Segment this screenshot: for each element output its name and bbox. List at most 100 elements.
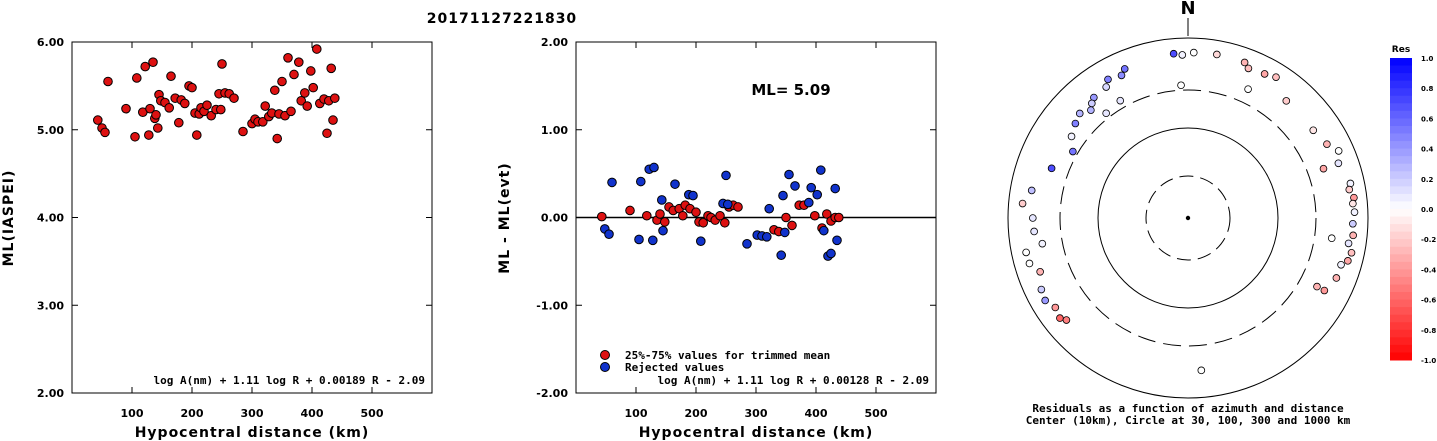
colorbar-tick-label: 0.0 [1421, 206, 1434, 214]
colorbar-cell [1390, 209, 1412, 218]
residual-point-rejected [721, 170, 731, 181]
residual-point-rejected [790, 181, 800, 191]
station-residual-marker [1344, 257, 1352, 265]
range-circle-300 [1059, 89, 1317, 347]
colorbar-tick-label: 0.2 [1421, 176, 1434, 184]
station-residual-marker [1347, 248, 1356, 257]
range-circle-30 [1145, 175, 1231, 261]
colorbar-cell [1390, 292, 1412, 301]
residual-point-trimmed [691, 207, 701, 218]
residual-point-trimmed [642, 210, 652, 221]
residual-point-rejected [776, 250, 787, 261]
station-residual-marker [1047, 164, 1056, 173]
station-residual-marker [1062, 316, 1071, 324]
colorbar-cell [1390, 337, 1412, 346]
colorbar-cell [1390, 103, 1412, 112]
residual-point-rejected [742, 239, 752, 249]
residual-point-trimmed [822, 209, 832, 219]
ml-point [229, 93, 239, 103]
colorbar-cell [1390, 80, 1412, 89]
panel2-marks [597, 162, 844, 261]
colorbar-tick-label: 0.4 [1421, 146, 1434, 154]
residual-point-rejected [658, 225, 668, 236]
colorbar-cell [1390, 224, 1412, 233]
station-residual-marker [1244, 64, 1253, 73]
colorbar-cell [1390, 65, 1412, 74]
colorbar-tick-label: 0.6 [1421, 115, 1434, 123]
residual-colorbar: Res 1.0 0.8 0.6 0.4 0.2 0.0 -0.2 -0.4 -0.6 -0.8 -1… [1390, 45, 1436, 365]
station-residual-marker [1244, 85, 1252, 93]
residual-point-rejected [816, 165, 826, 175]
colorbar-tick-label: -0.2 [1421, 236, 1436, 244]
panel1-ytick-label: 6.00 [37, 36, 64, 49]
colorbar-cell [1390, 231, 1412, 240]
ml-point [164, 103, 174, 113]
station-residual-marker [1344, 239, 1353, 248]
station-residual-marker [1088, 99, 1096, 108]
colorbar-cell [1390, 239, 1412, 248]
station-residual-marker [1334, 159, 1343, 168]
colorbar-cell [1390, 193, 1412, 202]
panel2-xtick-label: 200 [685, 407, 708, 420]
residual-point-rejected [696, 236, 706, 246]
station-residual-marker [1178, 51, 1187, 59]
station-residual-marker [1320, 286, 1329, 295]
ml-point [326, 63, 337, 74]
residual-point-rejected [636, 176, 646, 187]
station-residual-marker [1177, 81, 1185, 90]
colorbar-cell [1390, 322, 1412, 331]
station-residual-marker [1104, 75, 1112, 84]
ml-point [300, 88, 310, 98]
station-residual-marker [1069, 147, 1077, 156]
panel-residual-vs-distance: 100 200 300 400 500 -2.00 -1.00 0.00 1.00 2.00 ML… [497, 36, 937, 441]
ml-point [121, 103, 131, 114]
station-residual-marker [1117, 71, 1126, 80]
panel2-xtick-label: 100 [625, 407, 648, 420]
residual-point-trimmed [698, 217, 709, 228]
residual-point-rejected [812, 189, 823, 200]
station-residual-marker [1030, 227, 1038, 236]
ml-point [270, 85, 280, 96]
panel2-xtick-label: 500 [865, 407, 888, 420]
residual-point-trimmed [733, 202, 743, 212]
station-residual-marker [1022, 248, 1030, 257]
station-residual-marker [1071, 119, 1080, 128]
colorbar-tick-label: -1.0 [1421, 357, 1436, 365]
station-residual-marker [1018, 199, 1027, 208]
residual-point-rejected [634, 234, 644, 245]
panel1-ylabel: ML(IASPEI) [1, 170, 17, 267]
legend-label-rejected: Rejected values [625, 361, 724, 374]
ml-point [216, 104, 226, 115]
ml-point [174, 117, 184, 128]
panel2-ylabel: ML - ML(evt) [497, 162, 513, 273]
colorbar-cell [1390, 58, 1412, 67]
colorbar-cell [1390, 276, 1412, 285]
station-residual-marker [1087, 106, 1095, 114]
station-residual-marker [1327, 234, 1336, 243]
ml-point [145, 103, 155, 114]
colorbar-cell [1390, 314, 1412, 323]
colorbar-labels: 1.0 0.8 0.6 0.4 0.2 0.0 -0.2 -0.4 -0.6 -0.8 -1.0 [1421, 55, 1436, 365]
residual-point-rejected [670, 179, 680, 189]
station-residual-marker [1323, 140, 1331, 148]
station-residual-marker [1041, 296, 1049, 305]
polar-marks [1018, 48, 1359, 375]
colorbar-cell [1390, 269, 1412, 278]
panel-azimuth-residuals: N Residuals as a function of azimuth and… [1007, 0, 1369, 427]
colorbar-tick-label: -0.8 [1421, 327, 1436, 335]
station-residual-marker [1240, 58, 1249, 67]
residual-point-rejected [806, 182, 817, 193]
ml-point [148, 57, 158, 67]
colorbar-cell [1390, 148, 1412, 157]
residual-point-rejected [784, 169, 794, 180]
panel2-formula: log A(nm) + 1.11 log R + 0.00128 R - 2.0… [657, 374, 929, 387]
ml-point [100, 127, 110, 138]
station-residual-marker [1029, 214, 1037, 222]
colorbar-cell [1390, 299, 1412, 308]
colorbar-cell [1390, 246, 1412, 255]
ml-point [130, 131, 140, 142]
station-residual-marker [1051, 303, 1060, 312]
ml-point [140, 61, 150, 72]
residual-point-trimmed [655, 209, 665, 219]
residual-point-trimmed [660, 217, 670, 227]
